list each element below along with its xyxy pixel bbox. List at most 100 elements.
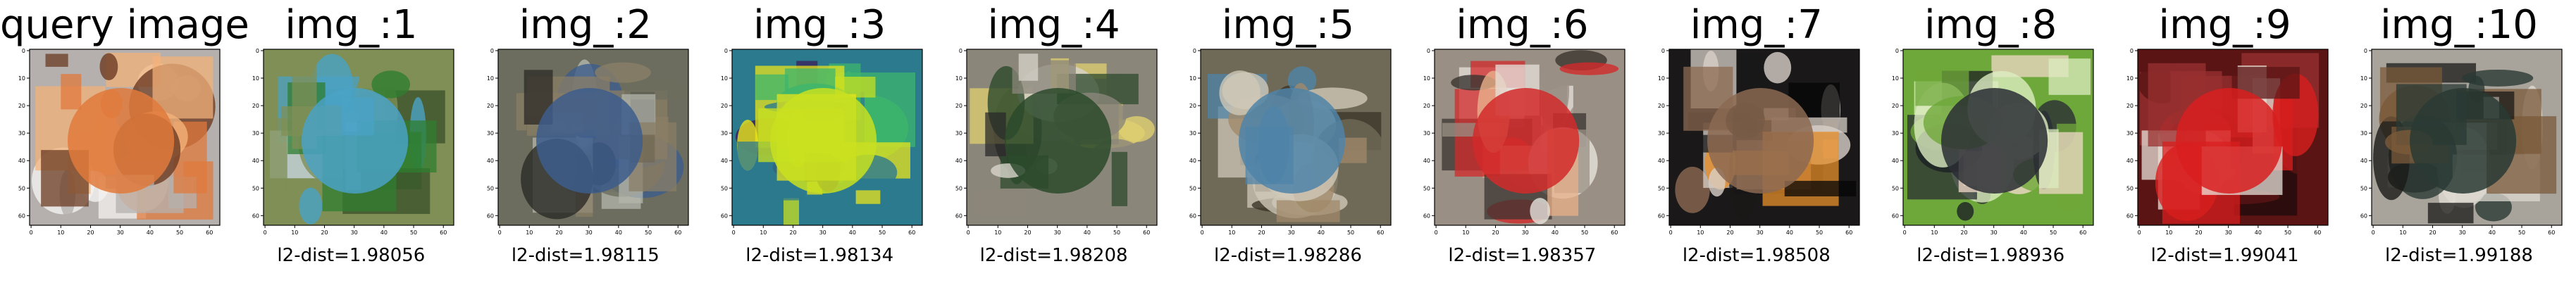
y-tick-label: 10 <box>955 75 962 82</box>
image-axes: 0 10 20 30 40 50 60 0 10 20 30 40 50 60 <box>18 48 221 236</box>
panel-title: img_:8 <box>1924 2 2057 48</box>
x-tick-label: 10 <box>2165 229 2172 236</box>
x-tick-label: 10 <box>1697 229 1704 236</box>
result-panel: img_:3 0 10 20 30 40 50 60 0 10 20 30 40 50 60 l2-dist=… <box>702 0 936 290</box>
x-tick-label: 60 <box>440 229 447 236</box>
y-tick-label: 10 <box>252 75 259 82</box>
y-tick-label: 0 <box>256 48 259 54</box>
x-tick-label: 50 <box>2050 229 2057 236</box>
x-tick-label: 50 <box>1581 229 1588 236</box>
y-tick-label: 60 <box>955 213 962 219</box>
y-tick-label: 50 <box>252 185 259 191</box>
y-tick-label: 10 <box>721 75 728 82</box>
result-panel: img_:4 0 10 20 30 40 50 60 0 10 20 30 40 50 60 l2-dist=… <box>937 0 1171 290</box>
x-tick-label: 40 <box>2020 229 2027 236</box>
x-tick-label: 20 <box>1024 229 1031 236</box>
x-tick-label: 40 <box>2254 229 2261 236</box>
y-tick-label: 30 <box>1423 130 1430 137</box>
distance-caption: l2-dist=1.98286 <box>1214 245 1362 266</box>
y-tick-label: 0 <box>22 48 25 54</box>
y-tick-label: 50 <box>1892 185 1899 191</box>
y-tick-label: 0 <box>1427 48 1430 54</box>
result-panel: img_:7 0 10 20 30 40 50 60 0 10 20 30 40 50 60 l2-dist=… <box>1640 0 1874 290</box>
y-tick-label: 0 <box>1193 48 1196 54</box>
thumbnail-image <box>1435 49 1626 225</box>
y-tick-label: 60 <box>1189 213 1196 219</box>
y-tick-label: 60 <box>721 213 728 219</box>
x-tick-label: 50 <box>879 229 886 236</box>
y-tick-label: 20 <box>252 103 259 109</box>
x-tick-label: 40 <box>1786 229 1793 236</box>
y-tick-label: 50 <box>955 185 962 191</box>
y-tick-label: 20 <box>721 103 728 109</box>
y-tick-label: 30 <box>18 130 25 137</box>
x-tick-label: 50 <box>176 229 183 236</box>
x-tick-label: 60 <box>206 229 213 236</box>
distance-caption: l2-dist=1.98508 <box>1682 245 1831 266</box>
panel-title: img_:4 <box>987 2 1120 48</box>
y-tick-label: 10 <box>2126 75 2133 82</box>
result-panel: img_:5 0 10 20 30 40 50 60 0 10 20 30 40 50 60 l2-dist=… <box>1171 0 1405 290</box>
x-tick-label: 40 <box>615 229 622 236</box>
y-tick-label: 50 <box>1658 185 1665 191</box>
result-panel: img_:10 0 10 20 30 40 50 60 0 10 20 30 40 50 60 l2-dist… <box>2342 0 2576 290</box>
x-tick-label: 20 <box>1961 229 1968 236</box>
y-tick-label: 50 <box>1423 185 1430 191</box>
panel-title: img_:2 <box>519 2 652 48</box>
x-tick-label: 60 <box>2079 229 2086 236</box>
x-tick-label: 10 <box>292 229 299 236</box>
y-tick-label: 40 <box>1892 158 1899 164</box>
x-tick-label: 0 <box>1668 229 1672 236</box>
thumbnail-image <box>1201 49 1391 225</box>
x-tick-label: 40 <box>2489 229 2496 236</box>
result-panel: img_:2 0 10 20 30 40 50 60 0 10 20 30 40 50 60 l2-dist=… <box>469 0 702 290</box>
x-tick-label: 20 <box>790 229 797 236</box>
y-tick-label: 20 <box>955 103 962 109</box>
image-axes: 0 10 20 30 40 50 60 0 10 20 30 40 50 60 <box>1423 48 1626 236</box>
distance-caption: l2-dist=1.98208 <box>979 245 1128 266</box>
x-tick-label: 60 <box>1845 229 1852 236</box>
y-tick-label: 60 <box>1658 213 1665 219</box>
x-tick-label: 20 <box>1726 229 1733 236</box>
y-tick-label: 20 <box>1189 103 1196 109</box>
x-tick-label: 0 <box>1903 229 1907 236</box>
x-tick-label: 50 <box>645 229 652 236</box>
distance-caption: l2-dist=1.98357 <box>1448 245 1597 266</box>
x-tick-label: 30 <box>117 229 124 236</box>
x-tick-label: 0 <box>497 229 501 236</box>
thumbnail-image <box>2137 49 2328 225</box>
y-tick-label: 40 <box>1189 158 1196 164</box>
x-tick-label: 30 <box>1756 229 1763 236</box>
y-tick-label: 20 <box>1658 103 1665 109</box>
x-tick-label: 0 <box>2137 229 2141 236</box>
thumbnail-image <box>1903 49 2094 225</box>
y-tick-label: 40 <box>18 158 25 164</box>
x-tick-label: 10 <box>994 229 1001 236</box>
x-tick-label: 40 <box>1552 229 1559 236</box>
x-tick-label: 20 <box>1258 229 1265 236</box>
x-tick-label: 60 <box>1377 229 1384 236</box>
y-tick-label: 60 <box>252 213 259 219</box>
x-tick-label: 30 <box>2459 229 2466 236</box>
image-axes: 0 10 20 30 40 50 60 0 10 20 30 40 50 60 <box>1658 48 1860 236</box>
y-tick-label: 50 <box>2360 185 2367 191</box>
x-tick-label: 50 <box>1113 229 1120 236</box>
x-tick-label: 20 <box>87 229 94 236</box>
image-axes: 0 10 20 30 40 50 60 0 10 20 30 40 50 60 <box>252 48 454 236</box>
y-tick-label: 40 <box>721 158 728 164</box>
y-tick-label: 40 <box>1658 158 1665 164</box>
distance-caption: l2-dist=1.98115 <box>511 245 660 266</box>
y-tick-label: 30 <box>1658 130 1665 137</box>
image-axes: 0 10 20 30 40 50 60 0 10 20 30 40 50 60 <box>2126 48 2329 236</box>
y-tick-label: 40 <box>487 158 494 164</box>
thumbnail-image <box>497 49 688 225</box>
x-tick-label: 30 <box>1288 229 1295 236</box>
image-axes: 0 10 20 30 40 50 60 0 10 20 30 40 50 60 <box>955 48 1158 236</box>
thumbnail-image <box>732 49 923 225</box>
x-tick-label: 40 <box>849 229 856 236</box>
x-tick-label: 40 <box>1318 229 1325 236</box>
thumbnail-image <box>30 49 220 225</box>
x-tick-label: 0 <box>2372 229 2375 236</box>
image-axes: 0 10 20 30 40 50 60 0 10 20 30 40 50 60 <box>721 48 923 236</box>
y-tick-label: 30 <box>1892 130 1899 137</box>
